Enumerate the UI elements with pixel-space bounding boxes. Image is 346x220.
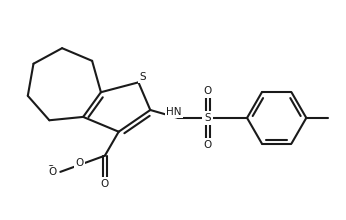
- Text: HN: HN: [166, 107, 182, 117]
- Text: O: O: [75, 158, 83, 167]
- Text: O: O: [203, 139, 212, 150]
- Text: O: O: [76, 158, 84, 169]
- Text: O: O: [101, 179, 109, 189]
- Text: O: O: [48, 167, 56, 177]
- Text: O: O: [101, 178, 109, 188]
- Text: O: O: [46, 165, 55, 175]
- Text: S: S: [204, 113, 211, 123]
- Text: S: S: [139, 72, 146, 82]
- Text: O: O: [203, 86, 212, 96]
